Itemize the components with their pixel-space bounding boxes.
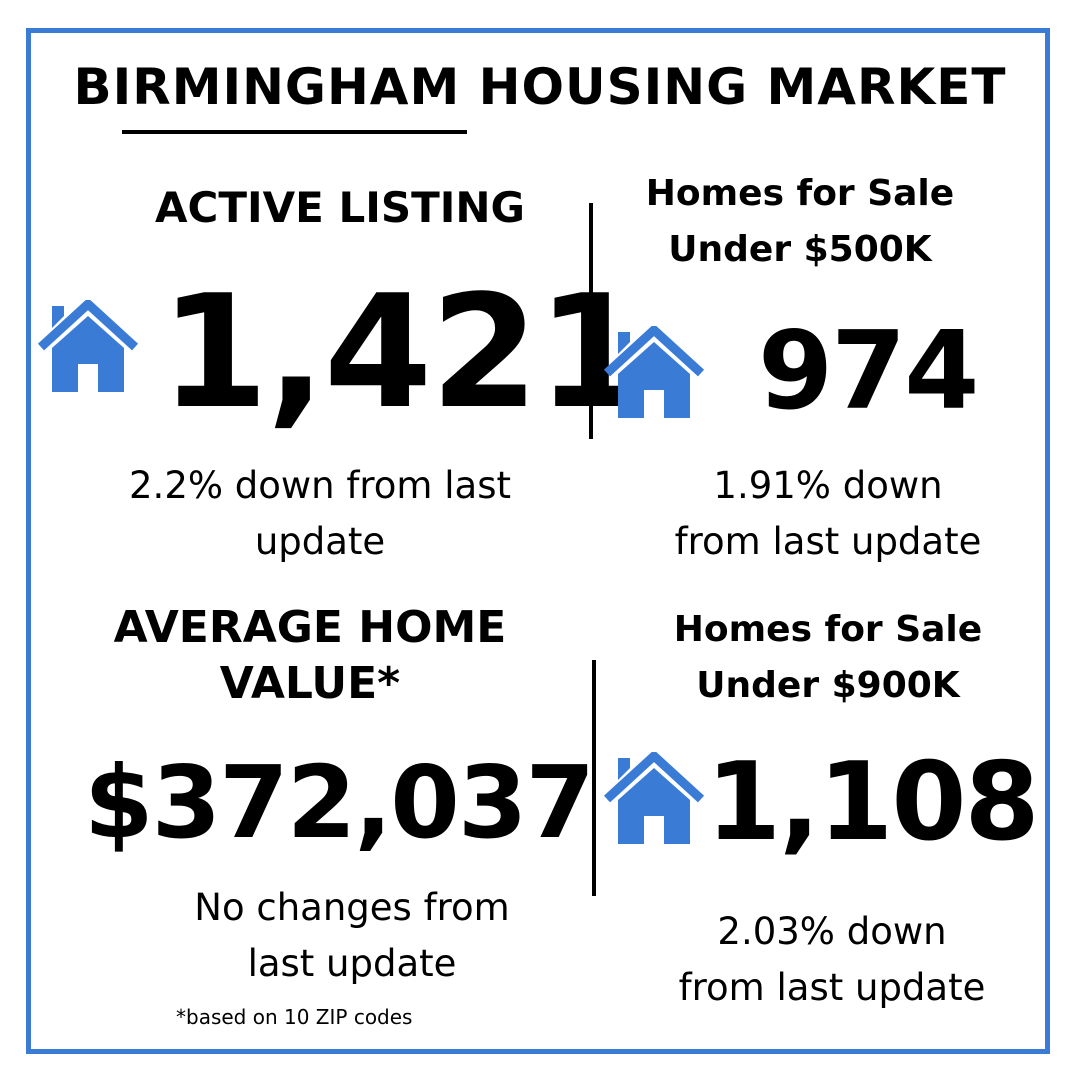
house-icon <box>604 326 704 418</box>
active-listing-note-line1: 2.2% down from last <box>129 464 511 507</box>
average-value-label: AVERAGE HOME VALUE* <box>70 600 550 712</box>
house-icon <box>38 300 138 392</box>
under-900k-note: 2.03% down from last update <box>642 904 1022 1016</box>
under-500k-note-line1: 1.91% down <box>713 464 943 507</box>
divider-top <box>589 203 593 439</box>
active-listing-value: 1,421 <box>160 261 645 443</box>
under-900k-value: 1,108 <box>706 740 1040 865</box>
average-value-label-line1: AVERAGE HOME <box>113 602 507 653</box>
under-900k-label-line2: Under $900K <box>696 665 960 706</box>
house-icon <box>604 752 704 844</box>
average-value-note: No changes from last update <box>112 880 592 992</box>
under-900k-note-line1: 2.03% down <box>717 910 947 953</box>
average-value-note-line1: No changes from <box>194 886 510 929</box>
under-900k-note-line2: from last update <box>678 966 986 1009</box>
under-500k-label-line1: Homes for Sale <box>645 173 955 214</box>
title-underline <box>122 130 467 134</box>
under-500k-label-line2: Under $500K <box>668 229 932 270</box>
under-900k-label: Homes for Sale Under $900K <box>638 602 1018 714</box>
average-value-note-line2: last update <box>247 942 457 985</box>
under-500k-label: Homes for Sale Under $500K <box>610 166 990 278</box>
average-value-value: $372,037 <box>84 744 595 861</box>
under-500k-value: 974 <box>758 309 979 434</box>
page-title: BIRMINGHAM HOUSING MARKET <box>73 58 1007 116</box>
under-500k-note: 1.91% down from last update <box>638 458 1018 570</box>
divider-bottom <box>592 660 596 896</box>
active-listing-label: ACTIVE LISTING <box>155 183 525 232</box>
footnote: *based on 10 ZIP codes <box>176 1005 413 1029</box>
active-listing-note-line2: update <box>254 520 386 563</box>
under-500k-note-line2: from last update <box>674 520 982 563</box>
under-900k-label-line1: Homes for Sale <box>673 609 983 650</box>
average-value-label-line2: VALUE* <box>219 658 401 709</box>
active-listing-note: 2.2% down from last update <box>80 458 560 570</box>
card-border <box>26 28 1050 1054</box>
